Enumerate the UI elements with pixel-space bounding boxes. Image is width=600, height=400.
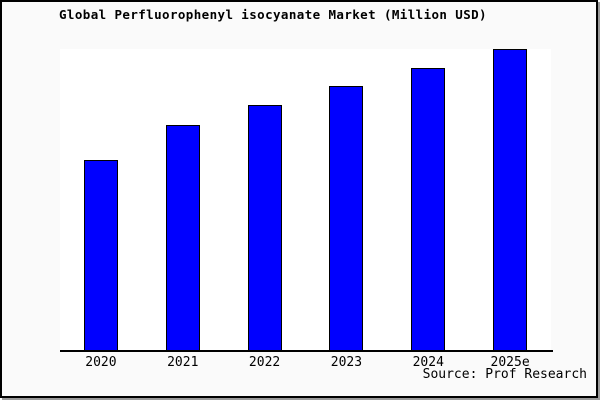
x-axis-line bbox=[60, 350, 553, 352]
x-tick-label-2021: 2021 bbox=[167, 355, 199, 370]
plot-area bbox=[60, 49, 551, 350]
bar-2023 bbox=[329, 86, 363, 350]
bar-2024 bbox=[411, 68, 445, 350]
x-tick-label-2025e: 2025e bbox=[490, 355, 530, 370]
chart-title: Global Perfluorophenyl isocyanate Market… bbox=[59, 7, 487, 22]
x-tick-label-2022: 2022 bbox=[248, 355, 281, 370]
bar-2022 bbox=[248, 105, 282, 350]
x-axis-labels: 2020 2021 2022 2023 2024 2025e bbox=[60, 355, 551, 370]
bar-2020 bbox=[84, 160, 118, 350]
bar-2021 bbox=[166, 125, 200, 350]
bar-2025e bbox=[493, 49, 527, 350]
source-credit: Source: Prof Research bbox=[422, 367, 587, 382]
x-tick-label-2023: 2023 bbox=[330, 355, 363, 370]
x-tick-label-2024: 2024 bbox=[412, 355, 444, 370]
x-tick-label-2020: 2020 bbox=[85, 355, 117, 370]
